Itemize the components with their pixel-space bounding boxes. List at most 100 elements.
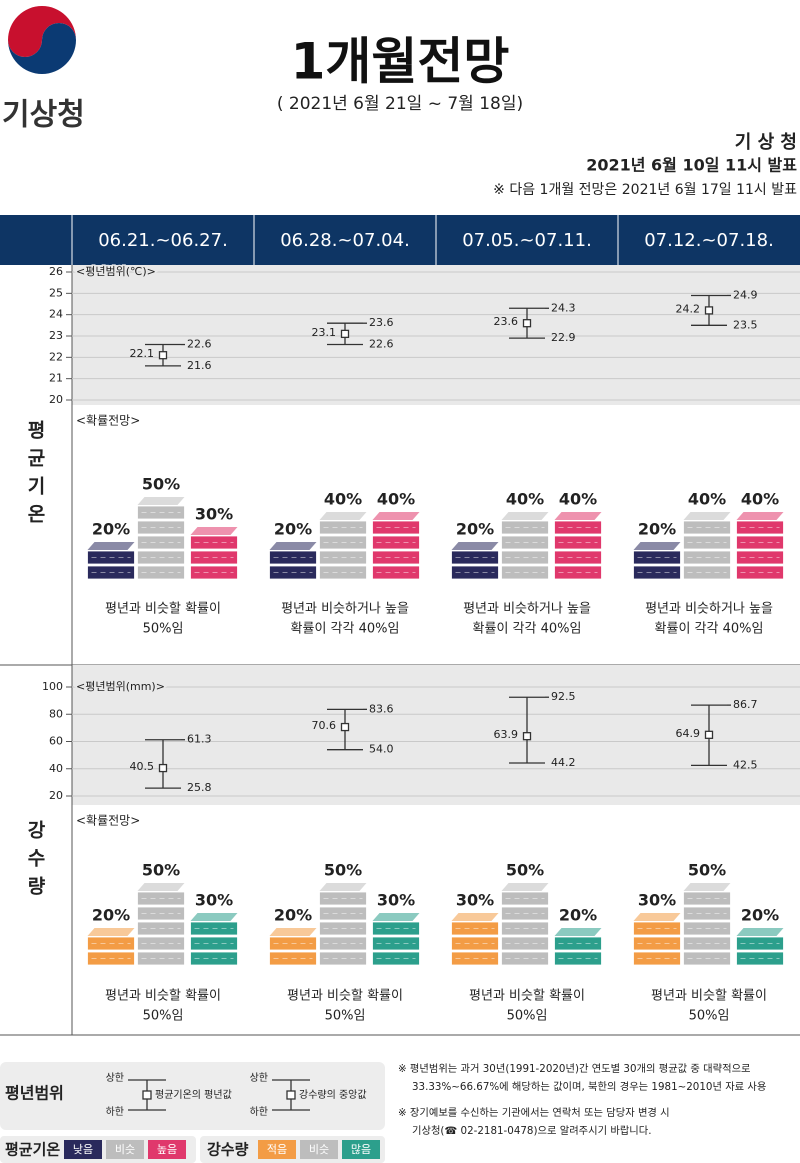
legend-precip-note: 강수량의 중앙값 — [299, 1089, 367, 1101]
stack-layer — [319, 936, 367, 951]
mean-label: 64.9 — [676, 727, 701, 740]
prob-stack — [87, 542, 135, 580]
stack-top — [683, 512, 731, 520]
y-tick-label: 80 — [49, 707, 63, 720]
prob-description: 평년과 비슷할 확률이 — [105, 989, 221, 1004]
stack-layer — [683, 520, 731, 535]
prob-stack — [319, 512, 367, 580]
range-bar — [327, 708, 367, 751]
stack-layer — [501, 565, 549, 580]
stack-layer — [190, 535, 238, 550]
prob-value-label: 20% — [274, 520, 312, 539]
stack-layer — [736, 535, 784, 550]
legend-range-title: 평년범위 — [5, 1084, 64, 1103]
prob-value-label: 20% — [638, 520, 676, 539]
note-line: ※ 평년범위는 과거 30년(1991-2020년)간 연도별 30개의 평균값… — [398, 1062, 751, 1075]
prob-description: 평년과 비슷할 확률이 — [469, 989, 585, 1004]
stack-layer — [633, 550, 681, 565]
range-bar — [327, 322, 367, 346]
stack-layer — [372, 520, 420, 535]
mean-marker — [340, 329, 350, 339]
prob-value-label: 20% — [741, 906, 779, 925]
range-bar — [691, 704, 731, 766]
y-tick-label: 40 — [49, 762, 63, 775]
stack-layer — [736, 520, 784, 535]
stack-layer — [269, 951, 317, 966]
prob-value-label: 30% — [377, 891, 415, 910]
logo-red — [8, 6, 76, 57]
prob-stack — [137, 497, 185, 580]
stack-top — [269, 542, 317, 550]
prob-label: <확률전망> — [76, 414, 140, 428]
stack-layer — [372, 565, 420, 580]
mean-label: 23.6 — [494, 315, 519, 328]
range-label: <평년범위(℃)> — [76, 265, 156, 278]
stack-layer — [554, 550, 602, 565]
prob-stack — [683, 512, 731, 580]
lower-label: 22.9 — [551, 331, 576, 344]
stack-layer — [633, 951, 681, 966]
stack-layer — [554, 951, 602, 966]
lower-label: 54.0 — [369, 743, 394, 756]
note-line: 33.33%~66.67%에 해당하는 값이며, 북한의 경우는 1981~20… — [412, 1080, 766, 1093]
prob-stack — [736, 928, 784, 966]
lower-label: 42.5 — [733, 758, 758, 771]
stack-top — [633, 913, 681, 921]
prob-value-label: 20% — [456, 520, 494, 539]
prob-value-label: 20% — [559, 906, 597, 925]
stack-layer — [683, 891, 731, 906]
stack-layer — [683, 951, 731, 966]
stack-layer — [190, 951, 238, 966]
prob-value-label: 20% — [274, 906, 312, 925]
prob-stack — [633, 913, 681, 966]
prob-stack — [87, 928, 135, 966]
legend-chip-label: 비슷 — [309, 1143, 329, 1156]
mean-marker — [522, 319, 532, 328]
stack-top — [451, 913, 499, 921]
logo-text: 기상청 — [2, 98, 85, 133]
stack-layer — [87, 936, 135, 951]
stack-layer — [633, 565, 681, 580]
stack-top — [269, 928, 317, 936]
prob-stack — [269, 542, 317, 580]
stack-layer — [554, 936, 602, 951]
stack-layer — [372, 951, 420, 966]
stack-top — [736, 512, 784, 520]
lower-label: 23.5 — [733, 318, 758, 331]
stack-top — [190, 913, 238, 921]
prob-stack — [137, 883, 185, 966]
prob-description: 50%임 — [143, 1009, 184, 1024]
lower-label: 22.6 — [369, 338, 394, 351]
stack-layer — [190, 936, 238, 951]
legend-lower: 하한 — [106, 1105, 124, 1118]
y-tick-label: 100 — [42, 680, 63, 693]
stack-layer — [137, 565, 185, 580]
legend-upper: 상한 — [250, 1072, 268, 1084]
stack-layer — [683, 936, 731, 951]
prob-description: 평년과 비슷하거나 높을 — [463, 602, 591, 617]
y-tick-label: 60 — [49, 735, 63, 748]
stack-layer — [451, 565, 499, 580]
y-tick-label: 22 — [49, 350, 63, 363]
week-band — [0, 215, 800, 265]
stack-layer — [137, 891, 185, 906]
stack-top — [451, 542, 499, 550]
stack-layer — [501, 891, 549, 906]
note-line: 기상청(☎ 02-2181-0478)으로 알려주시기 바랍니다. — [412, 1124, 652, 1137]
prob-description: 평년과 비슷하거나 높을 — [645, 602, 773, 617]
stack-layer — [736, 951, 784, 966]
issuer: 기 상 청 — [735, 132, 797, 153]
prob-stack — [683, 883, 731, 966]
prob-stack — [451, 542, 499, 580]
stack-layer — [736, 936, 784, 951]
mean-marker — [158, 763, 168, 773]
note-line: ※ 장기예보를 수신하는 기관에서는 연락처 또는 담당자 변경 시 — [398, 1106, 670, 1119]
stack-layer — [87, 550, 135, 565]
prob-description: 평년과 비슷할 확률이 — [105, 602, 221, 617]
prob-stack — [319, 883, 367, 966]
stack-layer — [319, 921, 367, 936]
mean-label: 63.9 — [494, 728, 519, 741]
range-bar — [691, 294, 731, 326]
stack-layer — [372, 550, 420, 565]
stack-top — [372, 913, 420, 921]
